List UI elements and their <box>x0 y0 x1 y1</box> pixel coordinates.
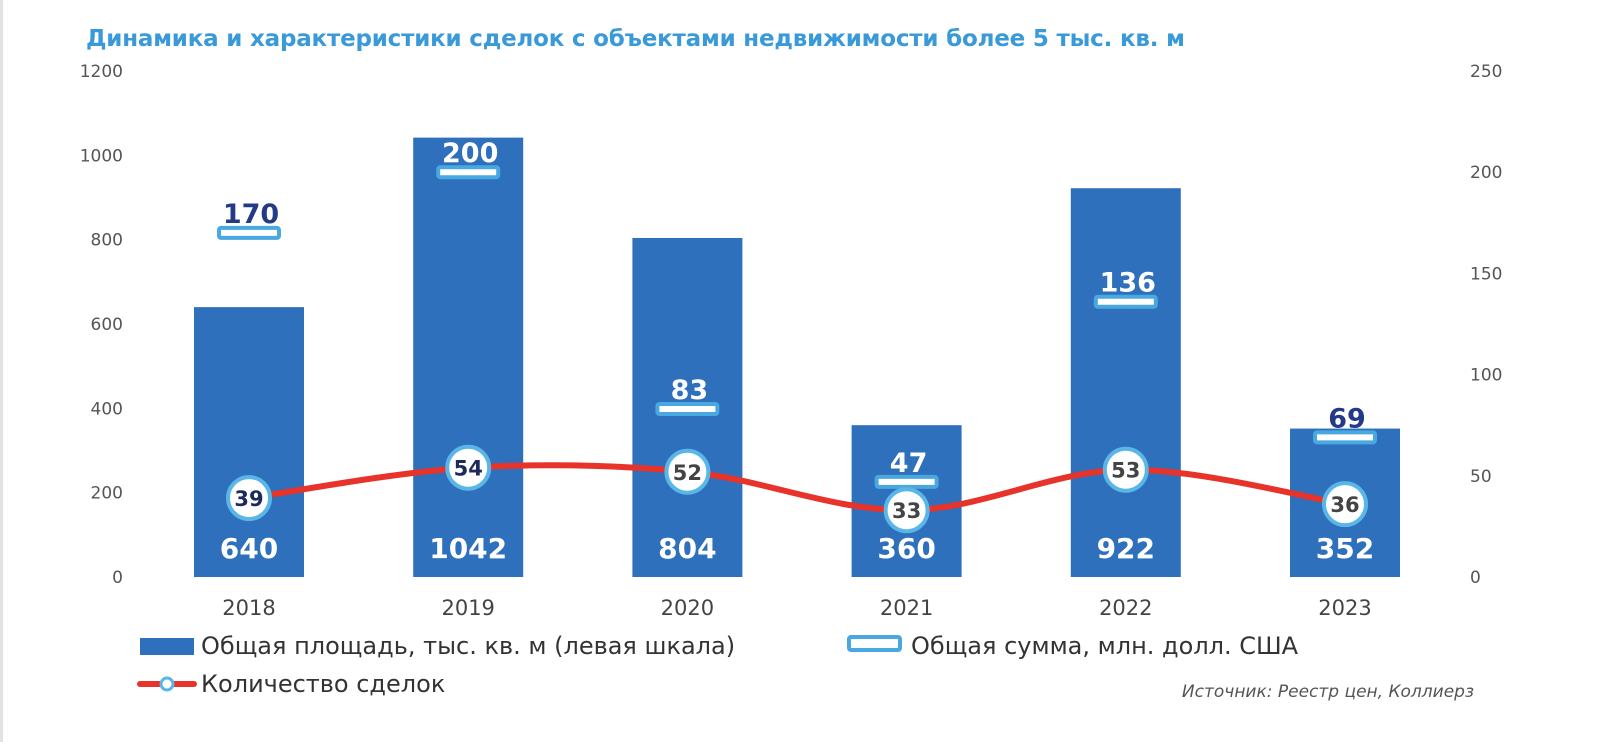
y-left-tick-label: 600 <box>91 315 123 335</box>
sum-value-label: 200 <box>442 138 498 169</box>
y-left-tick-label: 200 <box>91 484 123 504</box>
y-left-tick-label: 0 <box>112 568 123 588</box>
count-value-label: 53 <box>1111 459 1140 483</box>
legend-swatch-sum <box>847 635 902 652</box>
count-value-label: 36 <box>1330 493 1359 517</box>
count-value-label: 39 <box>234 487 263 511</box>
sum-marker <box>217 225 281 240</box>
sum-value-label: 170 <box>223 199 279 230</box>
y-axis-right: 0 50 100 150 200 250 <box>1470 62 1502 588</box>
bar-series: 640 1042 804 360 922 352 <box>194 137 1400 578</box>
sum-marker <box>436 165 501 180</box>
count-value-label: 33 <box>892 499 921 523</box>
bar-value-label: 640 <box>220 532 278 565</box>
bar <box>413 137 524 577</box>
count-marker <box>664 448 711 495</box>
y-right-tick-label: 250 <box>1470 62 1502 82</box>
legend-item-area: Общая площадь, тыс. кв. м (левая шкала) <box>140 632 735 660</box>
x-tick-label: 2021 <box>880 596 933 620</box>
legend-label-count: Количество сделок <box>201 670 445 698</box>
count-value-label: 54 <box>454 457 483 481</box>
y-left-tick-label: 400 <box>91 399 123 419</box>
y-right-tick-label: 200 <box>1470 163 1502 183</box>
sum-value-label: 69 <box>1328 403 1366 434</box>
count-marker <box>1102 446 1149 493</box>
x-tick-label: 2023 <box>1318 596 1371 620</box>
y-axis-left: 0 200 400 600 800 1000 1200 <box>80 62 123 588</box>
count-marker <box>445 444 492 491</box>
y-right-tick-label: 0 <box>1470 568 1481 588</box>
sum-marker <box>1093 294 1158 309</box>
sum-value-label: 47 <box>890 448 928 479</box>
x-tick-label: 2020 <box>661 596 714 620</box>
bar-value-label: 922 <box>1097 532 1155 565</box>
count-marker <box>226 475 272 522</box>
count-marker <box>1322 481 1368 528</box>
sum-value-label: 83 <box>671 375 709 406</box>
x-tick-label: 2019 <box>441 596 494 620</box>
sum-value-label: 136 <box>1100 268 1156 299</box>
count-line <box>246 462 1348 514</box>
y-right-tick-label: 150 <box>1470 264 1502 284</box>
legend-swatch-bar <box>140 638 194 655</box>
sum-marker <box>655 402 720 417</box>
y-right-tick-label: 50 <box>1470 467 1492 487</box>
y-right-tick-label: 100 <box>1470 366 1502 386</box>
x-axis: 2018 2019 2020 2021 2022 2023 <box>222 596 1371 620</box>
y-left-tick-label: 1000 <box>80 146 123 166</box>
bar-value-label: 352 <box>1316 532 1374 565</box>
legend: Общая площадь, тыс. кв. м (левая шкала) … <box>137 632 1299 698</box>
y-left-tick-label: 1200 <box>80 62 123 82</box>
sum-marker <box>874 474 939 489</box>
x-tick-label: 2022 <box>1099 596 1152 620</box>
sum-series: 170 200 83 47 136 69 <box>217 138 1377 489</box>
bar <box>194 307 304 577</box>
y-left-tick-label: 800 <box>91 231 123 251</box>
count-value-label: 52 <box>673 461 702 485</box>
sum-marker <box>1313 430 1377 445</box>
bar-value-label: 804 <box>658 532 716 565</box>
legend-label-area: Общая площадь, тыс. кв. м (левая шкала) <box>201 632 735 660</box>
count-marker <box>883 487 930 534</box>
legend-item-sum: Общая сумма, млн. долл. США <box>847 632 1299 660</box>
bar-value-label: 1042 <box>429 532 507 565</box>
chart-title: Динамика и характеристики сделок с объек… <box>86 26 1185 52</box>
legend-label-sum: Общая сумма, млн. долл. США <box>911 632 1299 660</box>
chart-plot: 0 200 400 600 800 1000 1200 0 50 100 150 200 250 64… <box>80 62 1503 698</box>
bar-value-label: 360 <box>877 532 935 565</box>
x-tick-label: 2018 <box>222 596 275 620</box>
source-note: Источник: Реестр цен, Коллиерз <box>1181 682 1474 702</box>
legend-swatch-dot <box>159 676 175 692</box>
count-series: 39 54 52 33 53 36 <box>226 444 1368 534</box>
bar <box>1070 188 1181 577</box>
legend-item-count: Количество сделок <box>137 670 445 698</box>
